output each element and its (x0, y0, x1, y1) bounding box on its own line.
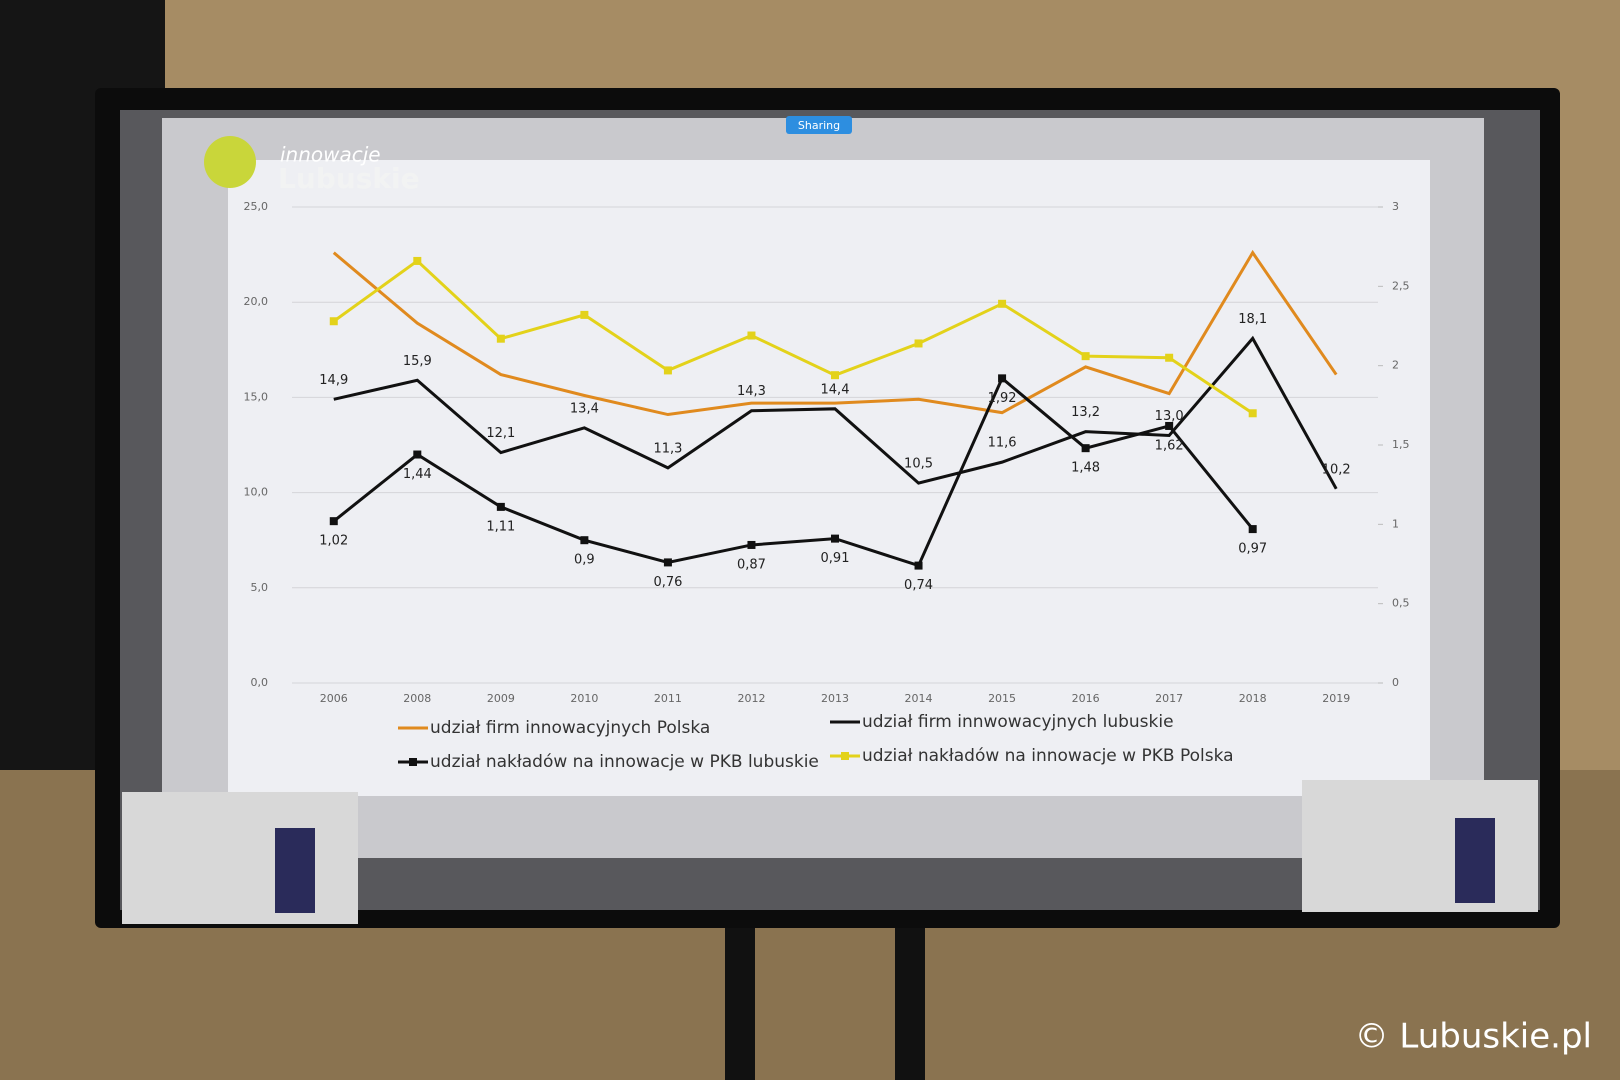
legend-marker (409, 758, 417, 766)
marker (329, 517, 338, 526)
marker (1248, 409, 1257, 418)
series-line (332, 259, 1254, 415)
marker (914, 339, 923, 348)
data-label: 18,1 (1238, 312, 1267, 327)
stand-leg (725, 900, 755, 1080)
y-tick-label: 20,0 (244, 295, 269, 308)
marker (1081, 352, 1090, 361)
data-label: 10,2 (1322, 462, 1351, 477)
data-label: 0,9 (574, 553, 595, 568)
data-label: 11,3 (653, 441, 682, 456)
data-label: 1,11 (486, 519, 515, 534)
marker (580, 536, 589, 545)
marker (663, 366, 672, 375)
x-tick-label: 2016 (1072, 692, 1100, 705)
x-tick-label: 2010 (570, 692, 598, 705)
y2-tick-label: 3 (1392, 200, 1399, 213)
data-label: 1,48 (1071, 461, 1100, 476)
y2-tick-label: 1 (1392, 517, 1399, 530)
sharing-badge (786, 116, 852, 134)
legend-label: udział firm innowacyjnych Polska (430, 718, 710, 738)
marker (580, 310, 589, 319)
x-tick-label: 2008 (403, 692, 431, 705)
logo-icon (204, 136, 256, 188)
marker (329, 317, 338, 326)
marker (747, 331, 756, 340)
legend-marker (841, 752, 849, 760)
marker (496, 334, 505, 343)
slide (228, 160, 1430, 796)
marker (496, 502, 505, 511)
marker (747, 540, 756, 549)
y-tick-label: 25,0 (244, 200, 269, 213)
sharing-text: Sharing (798, 119, 840, 132)
x-tick-label: 2014 (905, 692, 933, 705)
stand-leg (895, 900, 925, 1080)
marker (831, 371, 839, 380)
marker (1165, 353, 1174, 362)
data-label: 13,4 (570, 401, 599, 416)
data-label: 1,92 (988, 391, 1017, 406)
marker (1165, 421, 1174, 430)
speaker (275, 828, 315, 913)
data-label: 13,2 (1071, 405, 1100, 420)
data-label: 0,87 (737, 557, 766, 572)
series-line (332, 375, 1254, 568)
data-label: 10,5 (904, 457, 933, 472)
x-tick-label: 2012 (737, 692, 765, 705)
data-label: 1,02 (319, 534, 348, 549)
legend-label: udział nakładów na innowacje w PKB Polsk… (862, 746, 1234, 766)
data-label: 12,1 (486, 426, 515, 441)
marker (1248, 525, 1257, 534)
data-label: 1,62 (1155, 438, 1184, 453)
marker (663, 558, 672, 567)
x-tick-label: 2018 (1239, 692, 1267, 705)
marker (413, 256, 422, 265)
logo-text: Lubuskie (278, 162, 420, 195)
video-thumb (1302, 780, 1538, 912)
y-tick-label: 5,0 (251, 581, 269, 594)
y-tick-label: 10,0 (244, 486, 269, 499)
y-tick-label: 0,0 (251, 676, 269, 689)
data-label: 11,6 (988, 436, 1017, 451)
legend-label: udział firm innwowacyjnych lubuskie (862, 712, 1174, 732)
data-label: 14,4 (821, 382, 850, 397)
series-line (332, 249, 1338, 417)
y2-tick-label: 1,5 (1392, 438, 1410, 451)
watermark: © Lubuskie.pl (1355, 1017, 1592, 1057)
x-tick-label: 2015 (988, 692, 1016, 705)
data-label: 0,74 (904, 578, 933, 593)
x-tick-label: 2019 (1322, 692, 1350, 705)
x-tick-label: 2013 (821, 692, 849, 705)
marker (998, 299, 1007, 308)
data-label: 14,3 (737, 384, 766, 399)
logo-text: innowacje (280, 143, 381, 167)
data-label: 13,0 (1155, 409, 1184, 424)
speaker (1455, 818, 1495, 903)
data-label: 0,76 (653, 575, 682, 590)
y2-tick-label: 2,5 (1392, 279, 1410, 292)
y2-tick-label: 0,5 (1392, 597, 1410, 610)
data-label: 0,97 (1238, 542, 1267, 557)
y2-tick-label: 2 (1392, 359, 1399, 372)
marker (914, 561, 923, 570)
marker (998, 374, 1007, 383)
x-tick-label: 2006 (320, 692, 348, 705)
data-label: 0,91 (821, 551, 850, 566)
marker (831, 534, 839, 543)
x-tick-label: 2017 (1155, 692, 1183, 705)
y-tick-label: 15,0 (244, 390, 269, 403)
x-tick-label: 2011 (654, 692, 682, 705)
data-label: 15,9 (403, 354, 432, 369)
y2-tick-label: 0 (1392, 676, 1399, 689)
data-label: 1,44 (403, 467, 432, 482)
x-tick-label: 2009 (487, 692, 515, 705)
marker (413, 450, 422, 459)
data-label: 14,9 (319, 373, 348, 388)
series-line (333, 335, 1338, 490)
legend-label: udział nakładów na innowacje w PKB lubus… (430, 752, 819, 772)
marker (1081, 444, 1090, 453)
video-thumb (122, 792, 358, 924)
